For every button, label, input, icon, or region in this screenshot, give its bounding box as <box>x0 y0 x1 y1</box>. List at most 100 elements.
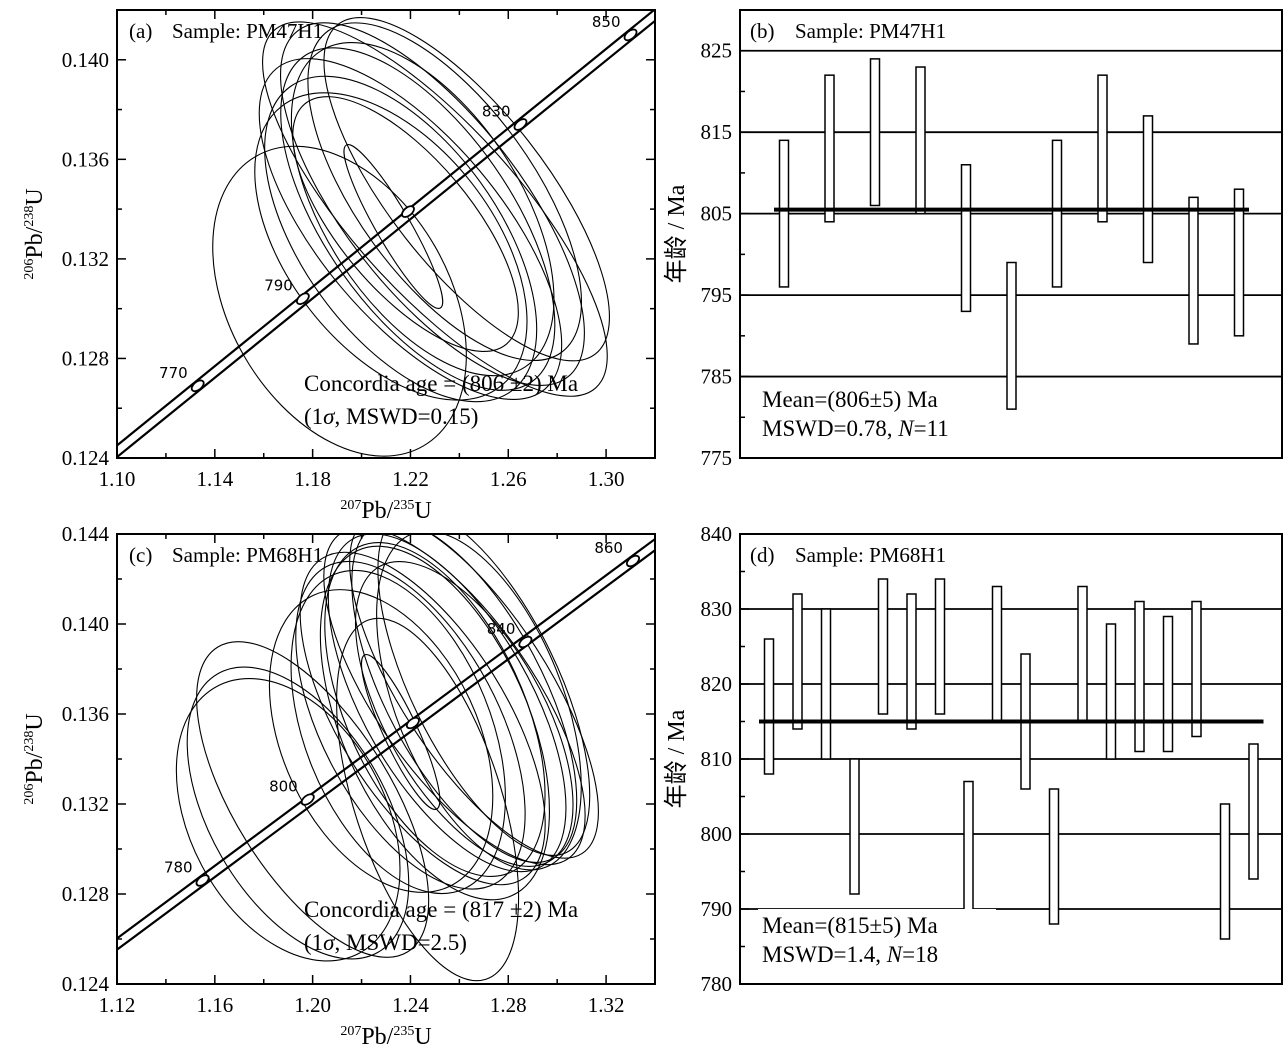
age-bar <box>849 758 860 895</box>
concordia-age-marker <box>625 554 640 568</box>
age-bar <box>869 58 881 207</box>
age-bar <box>763 638 775 775</box>
panel-header-bg <box>743 538 988 570</box>
x-tick-label: 1.14 <box>196 467 233 491</box>
error-ellipse <box>186 666 410 960</box>
error-ellipse <box>175 678 401 962</box>
panel-a-plot-area <box>117 10 655 458</box>
panel-c-plot-area <box>117 534 655 982</box>
y-axis-label: 年龄 / Ma <box>663 184 690 283</box>
y-axis-label: 206Pb/238U <box>22 188 48 279</box>
y-tick-label: 775 <box>701 446 733 470</box>
x-tick-label: 1.30 <box>588 467 625 491</box>
y-tick-label: 810 <box>701 747 733 771</box>
y-tick-label: 0.144 <box>62 522 110 546</box>
mswd-text-part: , MSWD=2.5) <box>335 930 467 955</box>
age-bar <box>915 66 926 215</box>
panel-label: (c) <box>129 543 152 567</box>
error-ellipse <box>292 96 519 352</box>
y-tick-label: 0.140 <box>62 48 109 72</box>
x-axis-label: 207Pb/235U <box>340 1024 431 1050</box>
x-tick-label: 1.28 <box>490 993 527 1017</box>
y-tick-label: 0.132 <box>62 792 109 816</box>
concordia-age-marker <box>195 874 210 887</box>
error-ellipse <box>279 22 585 386</box>
panel-b-plot-frame <box>739 9 1283 459</box>
mswd-text-part: MSWD=1.4, <box>762 942 887 967</box>
age-bar <box>1233 188 1245 337</box>
age-bar <box>1051 139 1063 288</box>
concordia-age-marker <box>300 793 315 806</box>
panel-header-bg <box>743 14 988 46</box>
error-ellipse <box>324 542 546 877</box>
age-bar <box>792 593 803 730</box>
y-tick-label: 790 <box>701 897 733 921</box>
age-bar <box>1188 196 1199 345</box>
age-bar <box>820 608 832 760</box>
y-tick-label: 0.140 <box>62 612 109 636</box>
age-bar <box>1077 585 1088 723</box>
y-tick-label: 800 <box>701 822 733 846</box>
x-tick-label: 1.22 <box>392 467 429 491</box>
mswd-text-part: =18 <box>902 942 938 967</box>
x-axis-label-text: U <box>414 1024 431 1050</box>
concordia-age-label: 770 <box>159 364 188 382</box>
mean-age-text: Mean=(815±5) Ma <box>762 913 938 938</box>
mswd-text-part: (1 <box>304 930 323 955</box>
error-ellipse <box>268 589 494 893</box>
x-axis-label-sup: 235 <box>393 1024 414 1039</box>
n-symbol: N <box>897 416 915 441</box>
mswd-text: MSWD=0.78, N=11 <box>762 416 949 441</box>
age-bar <box>906 593 917 730</box>
error-ellipse <box>323 17 610 362</box>
panel-c-concordia: 780 800 840 860 1.12 1.16 1.20 1.24 1.28 1.32 0.12… <box>22 522 656 1050</box>
y-tick-label: 0.128 <box>62 882 109 906</box>
y-axis-label: 206Pb/238U <box>22 713 48 804</box>
sample-label: Sample: PM68H1 <box>795 543 946 567</box>
y-tick-label: 795 <box>701 283 733 307</box>
panel-d-age-bars: 780 790 800 810 820 830 840 年龄 / Ma (d) Sample: P… <box>663 522 1283 996</box>
y-tick-label: 0.136 <box>62 147 109 171</box>
age-bar <box>963 780 974 918</box>
error-ellipse <box>290 569 506 895</box>
error-ellipse <box>295 560 526 890</box>
concordia-age-label: 860 <box>594 539 623 557</box>
age-bar <box>877 578 889 715</box>
error-ellipse <box>354 561 574 867</box>
concordia-age-marker <box>518 635 533 649</box>
age-bar <box>1162 615 1174 753</box>
y-tick-label: 815 <box>701 120 733 144</box>
mean-age-text: Mean=(806±5) Ma <box>762 387 938 412</box>
age-bar <box>824 74 835 223</box>
y-tick-label: 0.124 <box>62 972 110 996</box>
error-ellipse <box>264 75 538 403</box>
concordia-age-marker <box>513 118 528 131</box>
x-tick-label: 1.16 <box>196 993 233 1017</box>
age-bar <box>991 585 1003 723</box>
x-axis-label-sup: 235 <box>393 498 414 513</box>
error-ellipse <box>280 47 556 391</box>
y-tick-label: 0.136 <box>62 702 109 726</box>
y-tick-label: 785 <box>701 365 733 389</box>
x-tick-label: 1.20 <box>294 993 331 1017</box>
concordia-age-marker <box>405 716 420 730</box>
age-bar <box>778 139 790 288</box>
error-ellipse <box>343 144 444 310</box>
y-axis-label-text: U <box>22 188 48 205</box>
concordia-age-label: 840 <box>487 620 516 638</box>
y-axis-label-text: Pb/ <box>22 751 48 783</box>
x-tick-label: 1.18 <box>294 467 331 491</box>
concordia-age-text: Concordia age = (817 ±2) Ma <box>304 897 578 922</box>
y-tick-label: 0.132 <box>62 247 109 271</box>
mswd-text: (1σ, MSWD=0.15) <box>304 404 478 429</box>
x-axis-label-text: U <box>414 498 431 524</box>
y-tick-label: 840 <box>701 522 733 546</box>
y-axis-label-sup: 206 <box>22 259 37 280</box>
error-ellipse <box>377 534 591 856</box>
x-tick-label: 1.24 <box>392 993 429 1017</box>
x-axis-label-sup: 207 <box>340 1024 361 1039</box>
y-tick-label: 820 <box>701 672 733 696</box>
y-axis-label: 年龄 / Ma <box>663 709 690 808</box>
age-bar <box>1097 74 1108 223</box>
